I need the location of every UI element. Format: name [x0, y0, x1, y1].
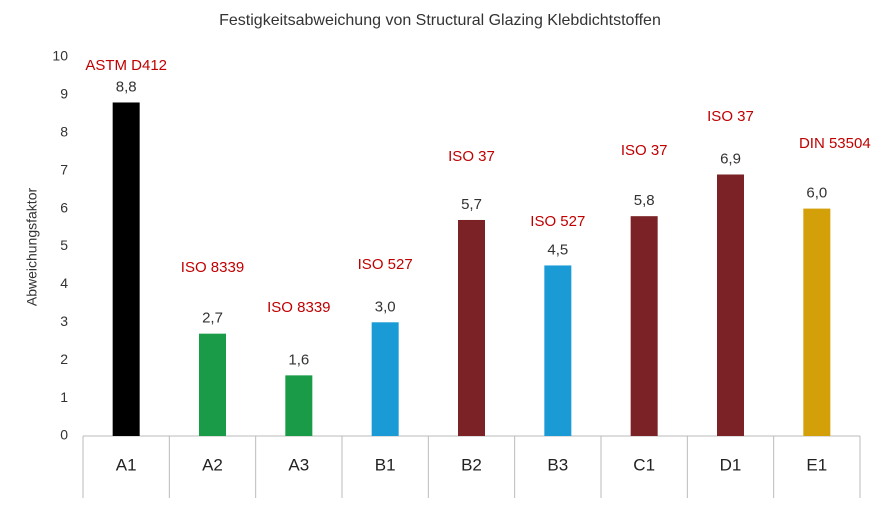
x-tick-label: A3 — [288, 455, 309, 474]
y-tick-label: 6 — [60, 199, 68, 215]
y-tick-label: 7 — [60, 161, 68, 177]
annotation: ISO 8339 — [267, 299, 330, 316]
bar — [544, 265, 572, 436]
annotation: ISO 527 — [358, 256, 413, 273]
x-tick-label: E1 — [806, 455, 827, 474]
x-tick-label: C1 — [633, 455, 655, 474]
y-tick-label: 9 — [60, 86, 68, 102]
value-label: 6,9 — [720, 150, 741, 167]
y-tick-label: 4 — [60, 275, 68, 291]
value-label: 1,6 — [288, 351, 309, 368]
bar — [717, 174, 744, 437]
bar — [285, 375, 313, 436]
annotation: ISO 527 — [530, 213, 585, 230]
y-tick-label: 2 — [60, 351, 68, 367]
value-label: 6,0 — [806, 185, 827, 202]
y-tick-label: 8 — [60, 124, 68, 140]
annotation: ISO 37 — [707, 108, 754, 125]
annotation: ISO 37 — [448, 148, 495, 165]
y-tick-label: 10 — [52, 48, 68, 64]
annotation: DIN 53504 — [799, 135, 871, 152]
x-tick-label: B1 — [375, 455, 396, 474]
bar — [803, 208, 831, 436]
x-tick-label: B3 — [547, 455, 568, 474]
value-label: 8,8 — [116, 78, 137, 95]
value-label: 4,5 — [547, 241, 568, 258]
bar — [112, 102, 140, 436]
annotation: ISO 8339 — [181, 259, 244, 276]
y-tick-label: 5 — [60, 237, 68, 253]
x-tick-label: A1 — [116, 455, 137, 474]
bar — [630, 216, 658, 436]
y-tick-label: 3 — [60, 313, 68, 329]
value-label: 3,0 — [375, 298, 396, 315]
y-axis-label: Abweichungsfaktor — [24, 188, 40, 307]
x-tick-label: D1 — [720, 455, 742, 474]
bar — [458, 219, 485, 436]
annotation: ISO 37 — [621, 142, 668, 159]
bar — [371, 322, 399, 436]
annotation: ASTM D412 — [85, 57, 167, 74]
value-label: 5,7 — [461, 196, 482, 213]
y-tick-label: 0 — [60, 427, 68, 443]
chart-title: Festigkeitsabweichung von Structural Gla… — [219, 12, 661, 29]
x-tick-label: B2 — [461, 455, 482, 474]
y-tick-label: 1 — [60, 389, 68, 405]
value-label: 2,7 — [202, 310, 223, 327]
value-label: 5,8 — [634, 192, 655, 209]
bar — [199, 333, 226, 436]
x-tick-label: A2 — [202, 455, 223, 474]
